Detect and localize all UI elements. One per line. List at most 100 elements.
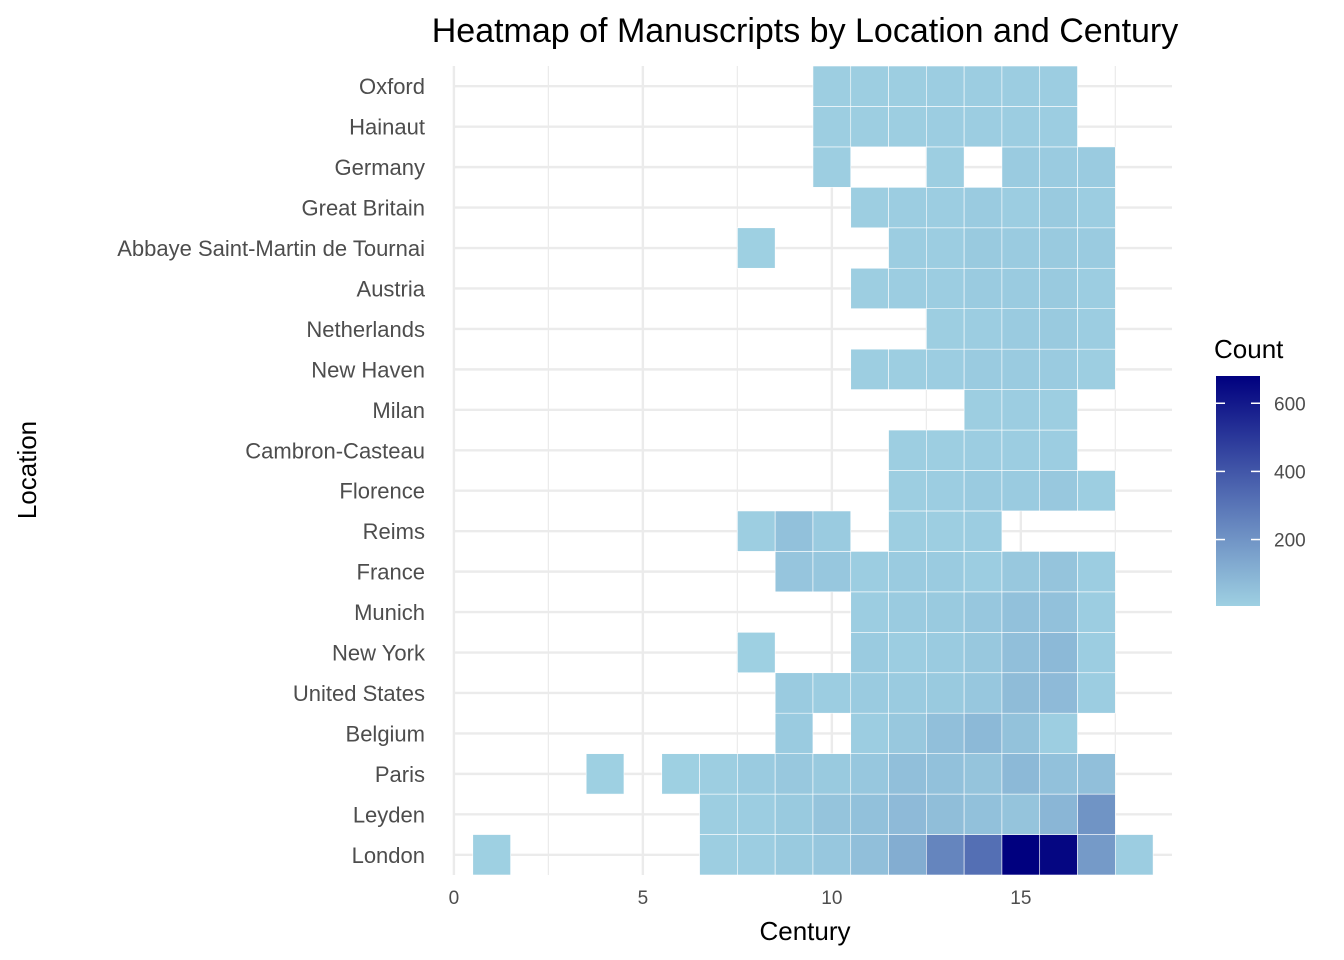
heatmap-cell (926, 429, 965, 471)
heatmap-cells (472, 65, 1154, 876)
heatmap-cell (1039, 470, 1078, 512)
heatmap-cell (850, 65, 889, 107)
heatmap-cell (926, 631, 965, 674)
heatmap-cell (850, 551, 889, 593)
heatmap-cell (888, 672, 927, 714)
y-tick-labels: London Leyden Paris Belgium United States New… (117, 74, 426, 868)
heatmap-cell (888, 470, 927, 512)
heatmap-cell (850, 712, 889, 754)
heatmap-cell (1001, 106, 1041, 148)
heatmap-cell (926, 348, 965, 390)
heatmap-cell (1039, 753, 1078, 795)
heatmap-cell (963, 227, 1003, 269)
heatmap-cell (1039, 591, 1078, 633)
heatmap-cell (1039, 187, 1078, 229)
heatmap-cell (963, 753, 1003, 795)
heatmap-cell (963, 267, 1003, 310)
heatmap-cell (1001, 187, 1041, 229)
heatmap-cell (1039, 227, 1078, 269)
heatmap-cell (737, 834, 776, 876)
y-tick-label: Florence (339, 479, 425, 504)
heatmap-cell (812, 510, 852, 552)
heatmap-cell (1077, 227, 1116, 269)
heatmap-cell (1077, 187, 1116, 229)
heatmap-cell (888, 793, 927, 835)
heatmap-cell (850, 591, 889, 633)
y-tick-label: Germany (335, 155, 425, 180)
heatmap-cell (1077, 551, 1116, 593)
y-tick-label: Reims (363, 519, 425, 544)
heatmap-cell (888, 106, 927, 148)
heatmap-cell (1039, 348, 1078, 390)
legend-tick-label: 600 (1274, 394, 1306, 415)
y-tick-label: New Haven (311, 357, 425, 382)
heatmap-cell (963, 348, 1003, 390)
heatmap-cell (888, 551, 927, 593)
heatmap-cell (774, 712, 814, 754)
heatmap-cell (963, 389, 1003, 431)
heatmap-cell (1001, 267, 1041, 310)
heatmap-cell (1001, 470, 1041, 512)
heatmap-cell (888, 510, 927, 552)
heatmap-cell (812, 672, 852, 714)
legend-colorbar (1216, 376, 1260, 606)
heatmap-cell (1077, 631, 1116, 674)
heatmap-cell (926, 106, 965, 148)
y-tick-label: France (357, 560, 425, 585)
heatmap-cell (926, 308, 965, 350)
heatmap-cell (888, 753, 927, 795)
heatmap-cell (1001, 227, 1041, 269)
heatmap-cell (926, 227, 965, 269)
heatmap-cell (1077, 834, 1116, 876)
y-tick-label: Oxford (359, 74, 425, 99)
heatmap-cell (963, 429, 1003, 471)
heatmap-cell (850, 267, 889, 310)
heatmap-cell (1001, 551, 1041, 593)
heatmap-cell (737, 510, 776, 552)
x-tick-label: 5 (638, 888, 649, 909)
legend-ticks: 200 400 600 (1216, 394, 1306, 552)
heatmap-cell (1077, 267, 1116, 310)
heatmap-cell (812, 551, 852, 593)
heatmap-cell (774, 753, 814, 795)
y-tick-label: Milan (372, 398, 425, 423)
y-tick-label: Netherlands (306, 317, 425, 342)
heatmap-cell (812, 793, 852, 835)
heatmap-cell (963, 631, 1003, 674)
heatmap-cell (699, 753, 738, 795)
heatmap-cell (774, 672, 814, 714)
heatmap-cell (1001, 308, 1041, 350)
heatmap-cell (737, 631, 776, 674)
heatmap-cell (888, 712, 927, 754)
heatmap-cell (888, 591, 927, 633)
y-tick-label: United States (293, 681, 425, 706)
heatmap-cell (926, 834, 965, 876)
y-tick-label: Belgium (346, 721, 425, 746)
heatmap-cell (699, 793, 738, 835)
heatmap-cell (1039, 631, 1078, 674)
heatmap-cell (1039, 146, 1078, 188)
heatmap-cell (1077, 672, 1116, 714)
x-tick-labels: 0 5 10 15 (449, 888, 1032, 909)
heatmap-cell (926, 712, 965, 754)
heatmap-cell (850, 672, 889, 714)
heatmap-cell (774, 834, 814, 876)
heatmap-cell (926, 267, 965, 310)
heatmap-cell (888, 429, 927, 471)
heatmap-cell (926, 672, 965, 714)
heatmap-cell (1115, 834, 1154, 876)
heatmap-cell (1001, 631, 1041, 674)
legend-tick-label: 400 (1274, 462, 1306, 483)
heatmap-cell (926, 753, 965, 795)
heatmap-cell (963, 712, 1003, 754)
y-tick-label: London (352, 843, 425, 868)
heatmap-cell (1077, 793, 1116, 835)
heatmap-cell (963, 834, 1003, 876)
heatmap-cell (926, 551, 965, 593)
heatmap-cell (850, 106, 889, 148)
heatmap-cell (926, 470, 965, 512)
heatmap-cell (1001, 389, 1041, 431)
heatmap-cell (1039, 793, 1078, 835)
y-tick-label: Leyden (353, 802, 425, 827)
heatmap-cell (1001, 672, 1041, 714)
